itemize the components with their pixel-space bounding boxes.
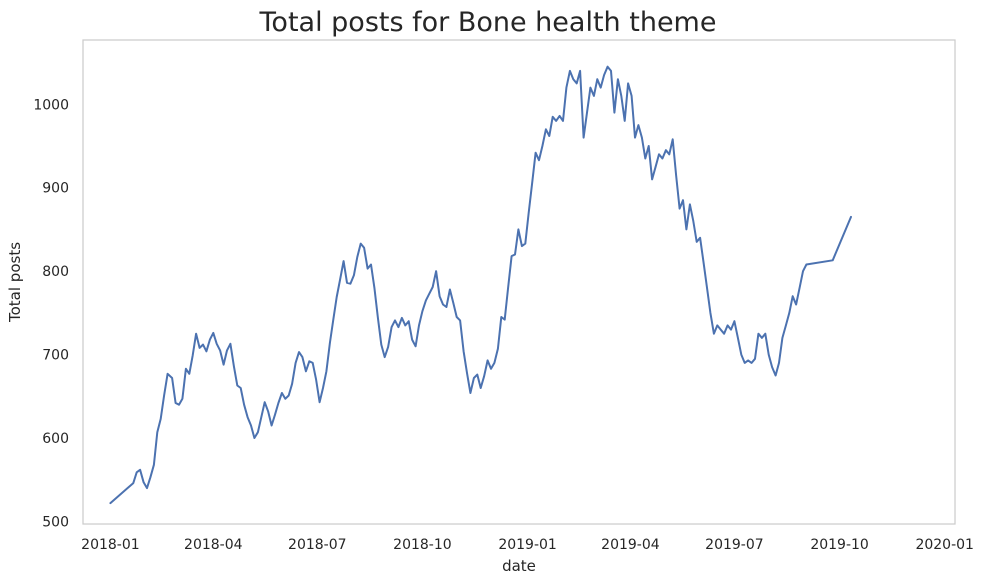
y-axis: 500 600 700 800 900 1000: [33, 97, 69, 530]
y-tick-label: 700: [42, 348, 69, 364]
y-tick-label: 500: [42, 514, 69, 530]
y-tick-label: 1000: [33, 97, 69, 113]
x-tick-label: 2019-01: [498, 537, 557, 553]
series-line: [109, 65, 852, 505]
x-axis-label: date: [502, 557, 536, 575]
x-tick-label: 2019-04: [601, 537, 660, 553]
x-tick-label: 2019-07: [705, 537, 764, 553]
y-axis-label: Total posts: [6, 242, 24, 323]
y-tick-label: 900: [42, 181, 69, 197]
x-tick-label: 2019-10: [810, 537, 869, 553]
x-tick-label: 2018-10: [393, 537, 452, 553]
y-tick-label: 800: [42, 264, 69, 280]
x-tick-label: 2018-04: [184, 537, 243, 553]
x-tick-label: 2018-01: [81, 537, 140, 553]
y-tick-label: 600: [42, 431, 69, 447]
x-tick-label: 2018-07: [288, 537, 347, 553]
x-tick-label: 2020-01: [915, 537, 974, 553]
plot-background: [82, 39, 956, 525]
chart-title: Total posts for Bone health theme: [259, 7, 717, 38]
x-axis: 2018-01 2018-04 2018-07 2018-10 2019-01 2019-…: [81, 537, 974, 553]
